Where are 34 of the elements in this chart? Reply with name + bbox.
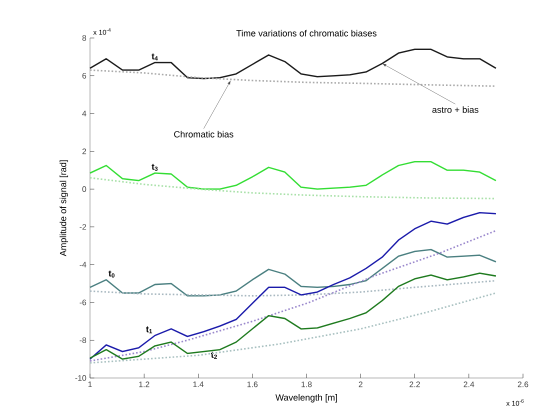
x-tick-label: 1 — [88, 382, 92, 388]
y-tick-label: 2 — [82, 148, 86, 154]
x-tick-label: 2.2 — [410, 382, 420, 388]
x-tick-label: 2 — [358, 382, 362, 388]
y-tick-label: 8 — [82, 35, 86, 41]
x-tick-label: 1.4 — [193, 382, 204, 388]
x-tick-label: 1.6 — [247, 382, 258, 388]
y-tick-label: -10 — [75, 375, 86, 381]
y-axis-title: Amplitude of signal [rad] — [60, 160, 68, 256]
y-tick-label: -6 — [80, 300, 86, 306]
y-tick-label: 0 — [82, 186, 86, 192]
y-tick-label: -4 — [80, 262, 86, 268]
line-series — [89, 248, 497, 297]
series-label: t$_{4}$ — [152, 53, 158, 60]
line-series — [89, 292, 497, 364]
x-tick-label: 2.6 — [518, 382, 528, 388]
line-series — [89, 69, 497, 87]
line-series — [89, 176, 497, 200]
series-label: t$_{0}$ — [108, 270, 115, 278]
x-tick-label: 1.2 — [139, 382, 150, 388]
x-tick-label: 2.4 — [464, 382, 474, 388]
y-tick-label: -8 — [80, 337, 86, 344]
line-series — [89, 272, 497, 360]
series-label: t$_{1}$ — [146, 326, 152, 334]
line-series — [89, 48, 497, 80]
x-tick-label: 1.8 — [302, 382, 312, 388]
y-tick-label: -2 — [80, 224, 86, 230]
annotation: astro + bias — [432, 106, 478, 113]
chart-title: Time variations of chromatic biases — [236, 30, 377, 36]
series-label: t$_{3}$ — [152, 164, 158, 171]
y-tick-label: 6 — [82, 72, 86, 79]
y-tick-label: 4 — [82, 110, 86, 116]
x-axis-title: Wavelength [m] — [275, 394, 337, 402]
annotation: Chromatic bias — [174, 130, 234, 138]
